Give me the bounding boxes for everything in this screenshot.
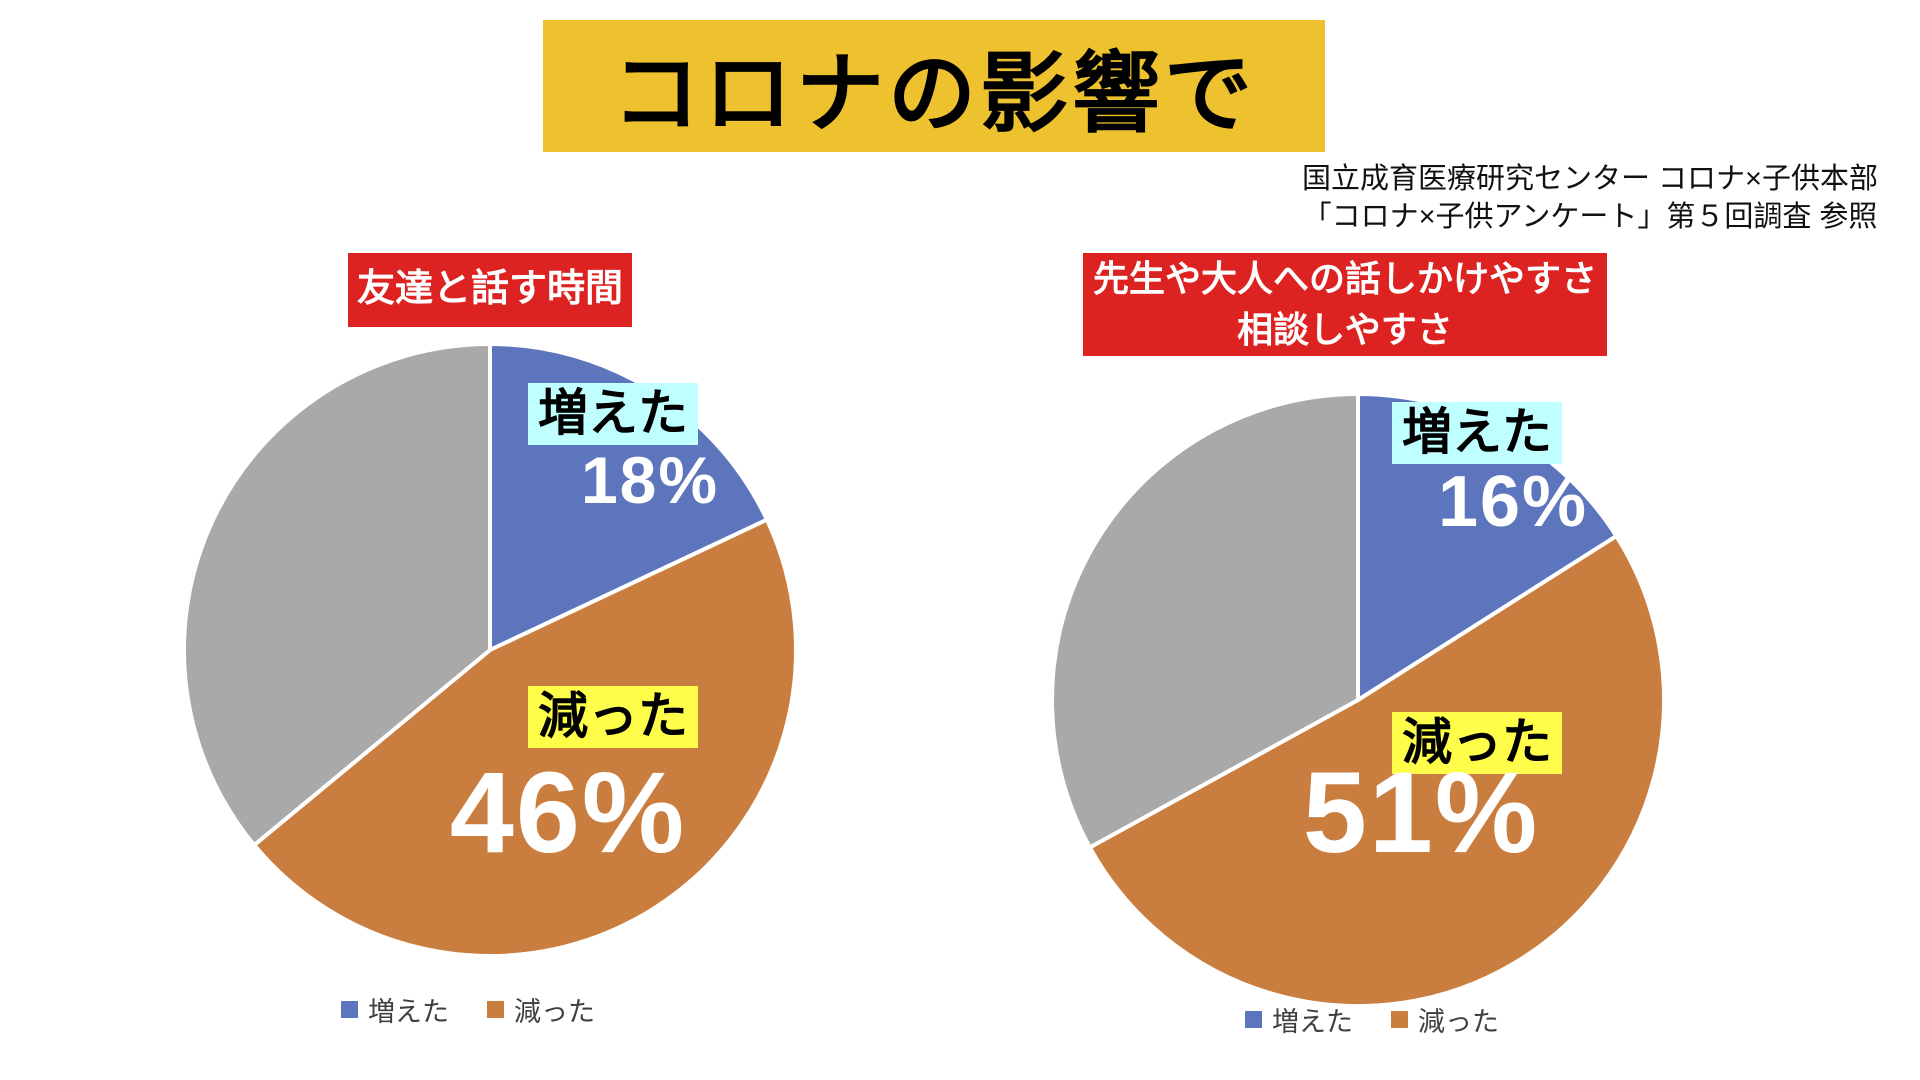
chart-title: 友達と話す時間 <box>348 253 632 327</box>
slice-value-increased: 18% <box>580 443 720 517</box>
legend-label-increased: 増えた <box>1272 1007 1353 1037</box>
chart-title: 先生や大人への話しかけやすさ 相談しやすさ <box>1083 253 1607 356</box>
pie-slice <box>1087 534 1667 1009</box>
pie-slice <box>182 342 492 848</box>
legend-label-decreased: 減った <box>1418 1007 1499 1037</box>
legend-swatch-decreased-icon <box>1391 1011 1408 1028</box>
slice-label-decreased: 減った <box>1392 712 1562 774</box>
pie-talk-to-adults <box>1050 392 1667 1009</box>
source-line-2: 「コロナ×子供アンケート」第５回調査 参照 <box>1302 201 1878 234</box>
legend-swatch-increased-icon <box>1245 1011 1262 1028</box>
legend: 増えた 減った <box>1245 1000 1499 1039</box>
legend-item-decreased: 減った <box>487 990 595 1029</box>
slice-label-increased: 増えた <box>1392 402 1562 464</box>
slice-value-increased: 16% <box>1437 462 1589 542</box>
slice-value-decreased: 46% <box>449 749 687 877</box>
legend-swatch-decreased-icon <box>487 1001 504 1018</box>
legend-label-increased: 増えた <box>368 997 449 1027</box>
source-line-1: 国立成育医療研究センター コロナ×子供本部 <box>1302 163 1878 195</box>
legend-swatch-increased-icon <box>341 1001 358 1018</box>
pie-slice <box>1050 392 1360 850</box>
slice-value-decreased: 51% <box>1302 749 1540 877</box>
legend-label-decreased: 減った <box>514 997 595 1027</box>
legend: 増えた 減った <box>341 990 595 1029</box>
slice-label-increased: 増えた <box>528 383 698 445</box>
legend-item-decreased: 減った <box>1391 1000 1499 1039</box>
legend-item-increased: 増えた <box>1245 1000 1353 1039</box>
page-title: コロナの影響で <box>543 20 1325 152</box>
pie-slice <box>252 517 798 958</box>
legend-item-increased: 増えた <box>341 990 449 1029</box>
slice-label-decreased: 減った <box>528 686 698 748</box>
source-note: 国立成育医療研究センター コロナ×子供本部 「コロナ×子供アンケート」第５回調査… <box>1270 160 1910 237</box>
